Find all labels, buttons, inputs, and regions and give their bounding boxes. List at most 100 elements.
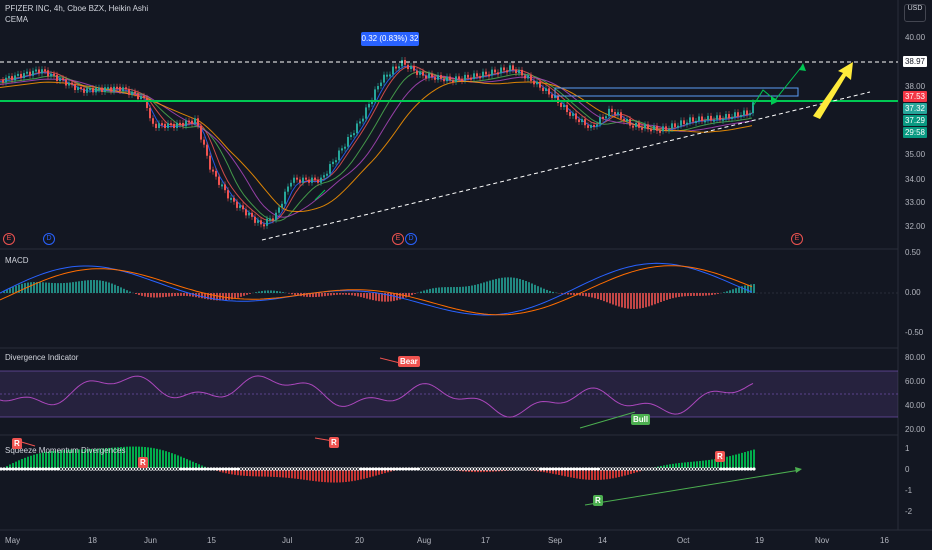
candle-body (257, 220, 259, 223)
squeeze-title: Squeeze Momentum Divergences (5, 446, 126, 455)
squeeze-bar (90, 449, 92, 469)
macd-bar (351, 293, 353, 296)
candle-body (359, 121, 361, 124)
squeeze-dot (2, 467, 6, 471)
candle-body (35, 69, 37, 72)
candle-body (497, 72, 499, 75)
dividend-event-icon[interactable]: D (43, 233, 55, 245)
squeeze-dot (263, 467, 267, 471)
macd-tick: 0.50 (905, 248, 921, 257)
squeeze-dot (131, 467, 135, 471)
squeeze-dot (50, 467, 54, 471)
squeeze-dot (365, 467, 369, 471)
earnings-event-icon[interactable]: E (392, 233, 404, 245)
time-tick: Nov (815, 536, 830, 545)
currency-button[interactable]: USD (904, 4, 926, 22)
squeeze-dot (329, 467, 333, 471)
candle-body (653, 125, 655, 130)
squeeze-bar (276, 469, 278, 478)
macd-bar (525, 280, 527, 293)
squeeze-dot (257, 467, 261, 471)
squeeze-dot (206, 467, 210, 471)
squeeze-dot (212, 467, 216, 471)
candle-body (455, 76, 457, 83)
candle-body (128, 89, 130, 95)
squeeze-dot (671, 467, 675, 471)
squeeze-bar (741, 452, 743, 469)
moving-average-line (0, 80, 753, 212)
macd-bar (738, 287, 740, 293)
squeeze-dot (149, 467, 153, 471)
macd-bar (450, 287, 452, 293)
squeeze-dot (215, 467, 219, 471)
squeeze-dot (635, 467, 639, 471)
macd-bar (291, 293, 293, 295)
squeeze-bar (591, 469, 593, 480)
squeeze-bar (612, 469, 614, 479)
macd-bar (234, 293, 236, 299)
squeeze-bar (117, 447, 119, 469)
candle-body (431, 73, 433, 78)
dividend-event-icon[interactable]: D (405, 233, 417, 245)
macd-bar (33, 282, 35, 293)
currency-label: USD (907, 5, 923, 12)
macd-bar (9, 288, 11, 293)
macd-bar (552, 291, 554, 293)
squeeze-dot (677, 467, 681, 471)
candle-body (107, 87, 109, 90)
squeeze-bar (351, 469, 353, 482)
candle-body (440, 75, 442, 79)
squeeze-dot (152, 467, 156, 471)
candle-body (734, 112, 736, 117)
squeeze-dot (476, 467, 480, 471)
candle-body (527, 75, 529, 79)
earnings-event-icon[interactable]: E (791, 233, 803, 245)
macd-bar (603, 293, 605, 302)
candle-body (101, 87, 103, 92)
macd-bar (366, 293, 368, 299)
candle-body (647, 124, 649, 130)
squeeze-dot (26, 467, 30, 471)
candle-body (308, 179, 310, 183)
squeeze-bar (357, 469, 359, 481)
squeeze-bar (111, 447, 113, 469)
candle-body (68, 82, 70, 86)
macd-bar (21, 283, 23, 293)
time-tick: May (5, 536, 21, 545)
squeeze-bar (186, 459, 188, 469)
macd-bar (69, 282, 71, 293)
squeeze-bar (243, 469, 245, 476)
squeeze-bull-divergence (584, 469, 801, 506)
squeeze-dot (728, 467, 732, 471)
squeeze-dot (530, 467, 534, 471)
squeeze-dot (128, 467, 132, 471)
squeeze-r-marker-bull: R (593, 495, 603, 506)
squeeze-dot (155, 467, 159, 471)
macd-bar (294, 293, 296, 295)
squeeze-bar (354, 469, 356, 481)
candle-body (71, 82, 73, 85)
candle-body (413, 65, 415, 71)
squeeze-dot (386, 467, 390, 471)
candle-body (749, 113, 751, 116)
candle-body (617, 112, 619, 115)
squeeze-dot (500, 467, 504, 471)
squeeze-dot (359, 467, 363, 471)
macd-bar (375, 293, 377, 301)
squeeze-bar (363, 469, 365, 479)
squeeze-bar (675, 463, 677, 469)
macd-bar (108, 282, 110, 293)
squeeze-bar (261, 469, 263, 477)
earnings-event-icon[interactable]: E (3, 233, 15, 245)
squeeze-dot (299, 467, 303, 471)
squeeze-dot (593, 467, 597, 471)
candle-body (752, 102, 754, 114)
squeeze-bar (93, 448, 95, 469)
squeeze-dot (752, 467, 756, 471)
squeeze-bar (330, 469, 332, 483)
squeeze-bar (201, 465, 203, 469)
squeeze-dot (44, 467, 48, 471)
time-tick: 15 (207, 536, 216, 545)
squeeze-dot (302, 467, 306, 471)
